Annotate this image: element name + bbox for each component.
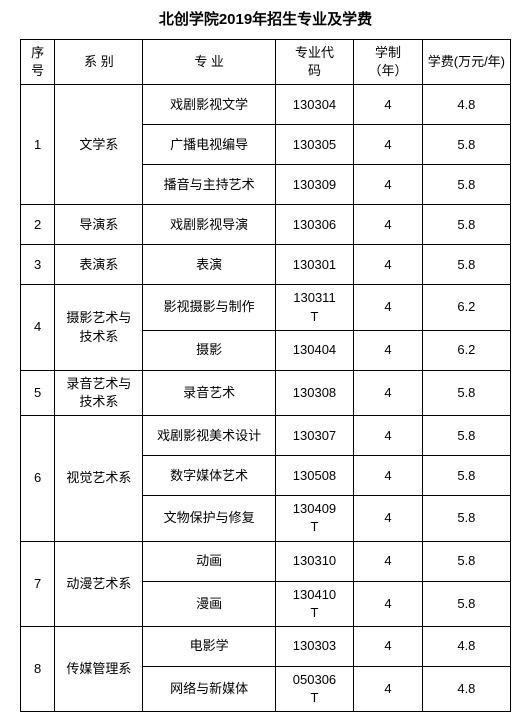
table-row: 1文学系戏剧影视文学13030444.8 (21, 85, 511, 125)
table-row: 7动漫艺术系动画13031045.8 (21, 541, 511, 581)
cell-duration: 4 (354, 165, 423, 205)
cell-idx: 3 (21, 245, 55, 285)
cell-major: 摄影 (143, 330, 275, 370)
cell-fee: 5.8 (422, 496, 510, 541)
cell-duration: 4 (354, 330, 423, 370)
cell-major: 戏剧影视导演 (143, 205, 275, 245)
cell-major: 文物保护与修复 (143, 496, 275, 541)
cell-fee: 5.8 (422, 165, 510, 205)
page-title: 北创学院2019年招生专业及学费 (20, 8, 511, 29)
table-row: 2导演系戏剧影视导演13030645.8 (21, 205, 511, 245)
col-code: 专业代码 (275, 40, 353, 85)
table-header-row: 序号 系 别 专 业 专业代码 学制（年） 学费(万元/年) (21, 40, 511, 85)
cell-code: 130310 (275, 541, 353, 581)
cell-code: 130306 (275, 205, 353, 245)
cell-fee: 5.8 (422, 456, 510, 496)
cell-fee: 4.8 (422, 626, 510, 666)
cell-major: 数字媒体艺术 (143, 456, 275, 496)
cell-idx: 7 (21, 541, 55, 626)
col-major: 专 业 (143, 40, 275, 85)
cell-duration: 4 (354, 416, 423, 456)
cell-code: 130304 (275, 85, 353, 125)
cell-major: 影视摄影与制作 (143, 285, 275, 330)
col-duration: 学制（年） (354, 40, 423, 85)
cell-major: 戏剧影视文学 (143, 85, 275, 125)
cell-code: 130311T (275, 285, 353, 330)
cell-major: 电影学 (143, 626, 275, 666)
cell-duration: 4 (354, 666, 423, 711)
cell-duration: 4 (354, 456, 423, 496)
table-row: 6视觉艺术系戏剧影视美术设计13030745.8 (21, 416, 511, 456)
table-row: 4摄影艺术与技术系影视摄影与制作130311T46.2 (21, 285, 511, 330)
col-idx: 序号 (21, 40, 55, 85)
cell-dept: 导演系 (55, 205, 143, 245)
cell-duration: 4 (354, 245, 423, 285)
table-row: 3表演系表演13030145.8 (21, 245, 511, 285)
cell-code: 130308 (275, 370, 353, 415)
cell-major: 戏剧影视美术设计 (143, 416, 275, 456)
cell-fee: 5.8 (422, 370, 510, 415)
cell-dept: 文学系 (55, 85, 143, 205)
cell-fee: 4.8 (422, 85, 510, 125)
cell-duration: 4 (354, 85, 423, 125)
cell-dept: 动漫艺术系 (55, 541, 143, 626)
cell-idx: 1 (21, 85, 55, 205)
cell-idx: 8 (21, 626, 55, 711)
page-container: 北创学院2019年招生专业及学费 序号 系 别 专 业 专业代码 学制（年） 学… (0, 0, 531, 720)
cell-duration: 4 (354, 285, 423, 330)
tuition-table: 序号 系 别 专 业 专业代码 学制（年） 学费(万元/年) 1文学系戏剧影视文… (20, 39, 511, 712)
cell-dept: 传媒管理系 (55, 626, 143, 711)
cell-fee: 5.8 (422, 125, 510, 165)
cell-code: 130404 (275, 330, 353, 370)
cell-dept: 视觉艺术系 (55, 416, 143, 541)
cell-duration: 4 (354, 581, 423, 626)
table-row: 8传媒管理系电影学13030344.8 (21, 626, 511, 666)
cell-fee: 5.8 (422, 581, 510, 626)
cell-duration: 4 (354, 205, 423, 245)
cell-code: 130301 (275, 245, 353, 285)
cell-major: 播音与主持艺术 (143, 165, 275, 205)
cell-duration: 4 (354, 626, 423, 666)
cell-dept: 表演系 (55, 245, 143, 285)
cell-major: 网络与新媒体 (143, 666, 275, 711)
table-row: 5录音艺术与技术系录音艺术13030845.8 (21, 370, 511, 415)
cell-fee: 5.8 (422, 205, 510, 245)
cell-major: 动画 (143, 541, 275, 581)
cell-fee: 5.8 (422, 416, 510, 456)
cell-fee: 5.8 (422, 541, 510, 581)
cell-code: 130305 (275, 125, 353, 165)
cell-fee: 4.8 (422, 666, 510, 711)
cell-fee: 6.2 (422, 285, 510, 330)
col-dept: 系 别 (55, 40, 143, 85)
cell-code: 130307 (275, 416, 353, 456)
cell-code: 130409T (275, 496, 353, 541)
cell-duration: 4 (354, 541, 423, 581)
col-fee: 学费(万元/年) (422, 40, 510, 85)
cell-major: 漫画 (143, 581, 275, 626)
cell-code: 130410T (275, 581, 353, 626)
cell-code: 050306T (275, 666, 353, 711)
cell-code: 130508 (275, 456, 353, 496)
cell-dept: 录音艺术与技术系 (55, 370, 143, 415)
cell-duration: 4 (354, 496, 423, 541)
cell-idx: 5 (21, 370, 55, 415)
cell-dept: 摄影艺术与技术系 (55, 285, 143, 370)
cell-major: 表演 (143, 245, 275, 285)
cell-major: 录音艺术 (143, 370, 275, 415)
cell-idx: 4 (21, 285, 55, 370)
cell-fee: 6.2 (422, 330, 510, 370)
cell-duration: 4 (354, 125, 423, 165)
cell-idx: 2 (21, 205, 55, 245)
cell-duration: 4 (354, 370, 423, 415)
cell-major: 广播电视编导 (143, 125, 275, 165)
cell-fee: 5.8 (422, 245, 510, 285)
cell-code: 130303 (275, 626, 353, 666)
cell-idx: 6 (21, 416, 55, 541)
cell-code: 130309 (275, 165, 353, 205)
